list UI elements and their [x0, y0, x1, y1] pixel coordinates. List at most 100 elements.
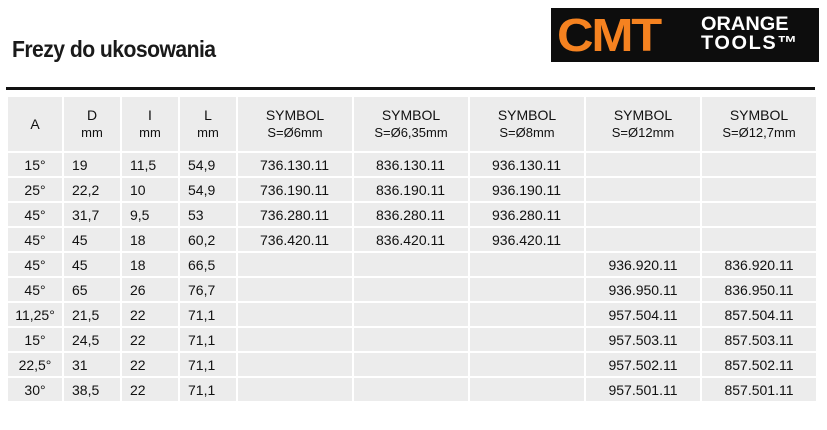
table-cell: 54,9	[180, 153, 236, 176]
table-cell: 836.130.11	[354, 153, 468, 176]
column-header: A	[8, 97, 62, 151]
table-cell	[586, 178, 700, 201]
table-cell: 45°	[8, 253, 62, 276]
table-cell: 45	[64, 253, 120, 276]
table-cell: 45°	[8, 203, 62, 226]
table-cell	[238, 303, 352, 326]
column-header-label: SYMBOL	[613, 107, 673, 123]
table-cell	[238, 278, 352, 301]
table-cell: 45°	[8, 278, 62, 301]
column-header-unit: S=Ø6mm	[267, 125, 323, 140]
table-cell	[354, 378, 468, 401]
title-divider	[6, 87, 815, 90]
table-cell	[586, 153, 700, 176]
table-cell: 71,1	[180, 353, 236, 376]
table-cell: 18	[122, 228, 178, 251]
table-cell: 836.280.11	[354, 203, 468, 226]
table-cell: 66,5	[180, 253, 236, 276]
table-cell	[238, 353, 352, 376]
table-cell: 65	[64, 278, 120, 301]
column-header-unit: S=Ø8mm	[499, 125, 555, 140]
table-cell	[702, 178, 816, 201]
table-cell: 957.504.11	[586, 303, 700, 326]
table-cell: 936.190.11	[470, 178, 584, 201]
table-row: 22,5° 31 22 71,1 957.502.11 857.502.11	[8, 353, 816, 376]
column-header-label: L	[204, 107, 212, 123]
table-cell: 9,5	[122, 203, 178, 226]
table-cell	[238, 328, 352, 351]
table-row: 11,25° 21,5 22 71,1 957.504.11 857.504.11	[8, 303, 816, 326]
column-header-label: I	[148, 107, 152, 123]
column-header-label: SYMBOL	[497, 107, 557, 123]
column-header: SYMBOL S=Ø12,7mm	[702, 97, 816, 151]
column-header-unit: mm	[81, 125, 103, 140]
table-cell: 936.280.11	[470, 203, 584, 226]
table-cell: 936.420.11	[470, 228, 584, 251]
table-cell: 857.502.11	[702, 353, 816, 376]
table-cell: 71,1	[180, 378, 236, 401]
table-cell: 22,2	[64, 178, 120, 201]
table-cell: 21,5	[64, 303, 120, 326]
cmt-orange-tools-logo: CMT ORANGE TOOLS™	[551, 8, 819, 62]
logo-line-2: TOOLS™	[701, 33, 799, 54]
table-cell	[354, 353, 468, 376]
table-cell: 18	[122, 253, 178, 276]
column-header: SYMBOL S=Ø6mm	[238, 97, 352, 151]
table-cell	[470, 353, 584, 376]
column-header: SYMBOL S=Ø12mm	[586, 97, 700, 151]
table-cell: 60,2	[180, 228, 236, 251]
column-header-unit: mm	[197, 125, 219, 140]
table-cell	[238, 253, 352, 276]
table-cell: 31	[64, 353, 120, 376]
table-cell	[586, 203, 700, 226]
column-header-unit: S=Ø12,7mm	[722, 125, 796, 140]
table-cell: 736.420.11	[238, 228, 352, 251]
table-cell	[354, 253, 468, 276]
table-row: 45° 31,7 9,5 53 736.280.11 836.280.11 936.280.…	[8, 203, 816, 226]
table-cell	[470, 278, 584, 301]
table-cell: 25°	[8, 178, 62, 201]
table-cell: 54,9	[180, 178, 236, 201]
table-cell: 957.502.11	[586, 353, 700, 376]
table-cell	[702, 153, 816, 176]
column-header-unit: S=Ø6,35mm	[374, 125, 448, 140]
page-title: Frezy do ukosowania	[12, 36, 216, 62]
column-header-unit: S=Ø12mm	[611, 125, 675, 140]
table-cell: 15°	[8, 153, 62, 176]
table-cell: 836.420.11	[354, 228, 468, 251]
table-cell: 71,1	[180, 303, 236, 326]
table-cell	[354, 328, 468, 351]
table-cell	[354, 303, 468, 326]
table-cell: 11,25°	[8, 303, 62, 326]
table-cell: 22	[122, 328, 178, 351]
table-cell	[470, 378, 584, 401]
column-header-label: SYMBOL	[381, 107, 441, 123]
table-row: 45° 45 18 60,2 736.420.11 836.420.11 936.420.1…	[8, 228, 816, 251]
table-row: 15° 19 11,5 54,9 736.130.11 836.130.11 936.130…	[8, 153, 816, 176]
table-cell: 857.503.11	[702, 328, 816, 351]
table-cell: 71,1	[180, 328, 236, 351]
column-header: SYMBOL S=Ø6,35mm	[354, 97, 468, 151]
table-cell: 31,7	[64, 203, 120, 226]
table-cell	[586, 228, 700, 251]
table-cell: 45°	[8, 228, 62, 251]
table-cell: 857.504.11	[702, 303, 816, 326]
column-header-label: A	[30, 116, 40, 132]
table-cell: 76,7	[180, 278, 236, 301]
table-cell: 22,5°	[8, 353, 62, 376]
table-cell: 26	[122, 278, 178, 301]
table-cell: 22	[122, 378, 178, 401]
table-row: 25° 22,2 10 54,9 736.190.11 836.190.11 936.190…	[8, 178, 816, 201]
table-cell: 10	[122, 178, 178, 201]
table-cell	[470, 303, 584, 326]
column-header-label: SYMBOL	[729, 107, 789, 123]
table-cell: 15°	[8, 328, 62, 351]
table-cell: 836.190.11	[354, 178, 468, 201]
table-cell	[470, 253, 584, 276]
table-cell: 857.501.11	[702, 378, 816, 401]
table-cell: 22	[122, 353, 178, 376]
table-cell: 957.501.11	[586, 378, 700, 401]
